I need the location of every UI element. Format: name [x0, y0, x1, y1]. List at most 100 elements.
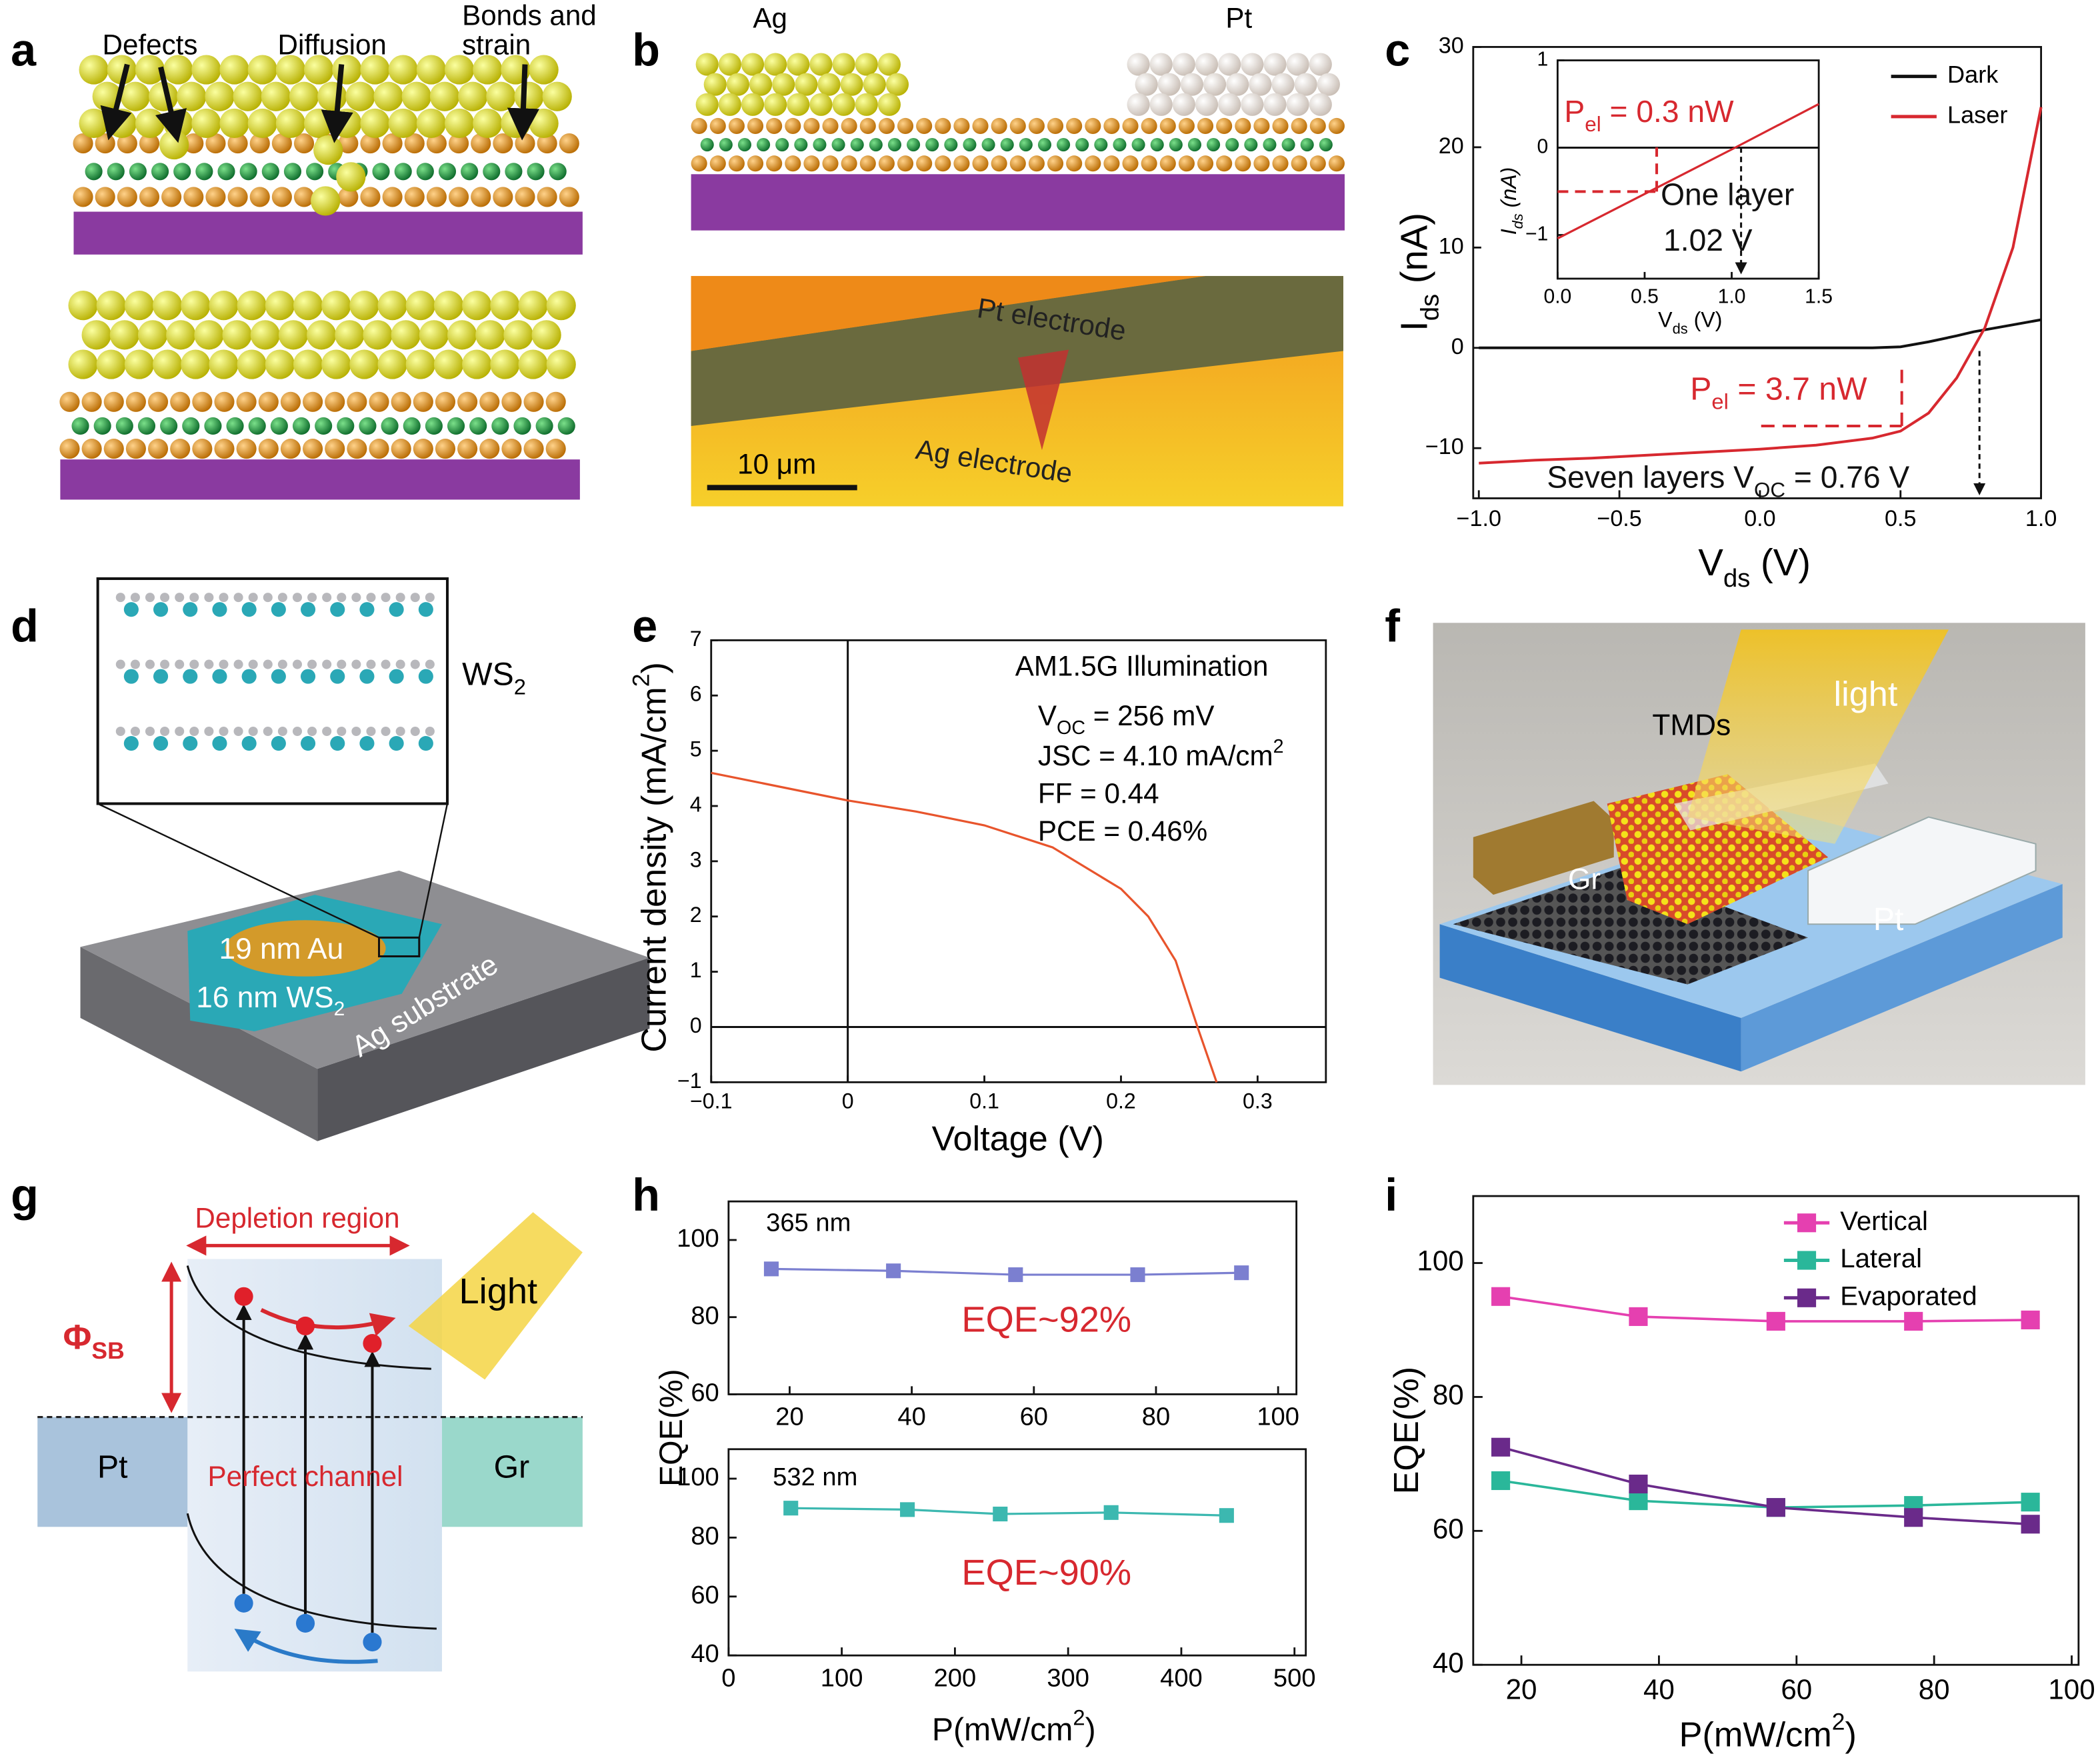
x-tick-label: 300: [1047, 1663, 1089, 1692]
text-part: 2: [628, 673, 655, 687]
atom: [709, 155, 726, 172]
atom: [293, 133, 315, 154]
atom: [1207, 138, 1221, 152]
atom: [304, 108, 334, 139]
data-point: [1219, 1508, 1234, 1523]
atom: [160, 659, 170, 669]
atom: [1216, 155, 1233, 172]
atom: [377, 291, 407, 321]
atom: [301, 669, 316, 684]
panel-label: i: [1385, 1170, 1397, 1221]
data-point: [1491, 1471, 1511, 1491]
x-tick-label: 0.2: [1106, 1089, 1136, 1113]
label: 10 μm: [737, 448, 816, 479]
text-part: ): [1845, 1715, 1857, 1754]
atom: [1047, 117, 1064, 135]
atom: [303, 439, 323, 459]
atom: [700, 138, 714, 152]
atom: [545, 391, 566, 412]
text-part: OC: [1057, 717, 1085, 738]
atom: [549, 163, 567, 181]
atom: [885, 73, 909, 96]
chart: −0.1 0 0.1 0.2 0.3 −1 0 1 2 3 4 5 6 7 Voltage (V) Curre…: [628, 627, 1327, 1159]
atom: [529, 108, 559, 139]
atom: [191, 108, 221, 139]
y-tick-label: −10: [1425, 434, 1464, 459]
atom: [277, 726, 287, 737]
atom: [306, 163, 324, 181]
data-line: [1479, 107, 2043, 465]
substrate: [691, 174, 1345, 231]
atom: [107, 55, 137, 85]
atom: [557, 417, 575, 435]
atom: [120, 81, 150, 111]
atom: [204, 593, 214, 603]
atom: [330, 736, 345, 751]
atom: [718, 53, 741, 76]
atom: [813, 138, 827, 152]
atom: [79, 55, 109, 85]
slab-side: [80, 947, 318, 1141]
atom: [433, 349, 464, 379]
atom: [212, 736, 227, 751]
label: Pt: [97, 1449, 128, 1485]
x-tick-label: 400: [1160, 1663, 1203, 1692]
atom: [523, 391, 544, 412]
atom: [330, 669, 345, 684]
atom: [226, 417, 244, 435]
atom: [381, 417, 399, 435]
atom: [261, 81, 291, 111]
annotation: Seven layers VOC = 0.76 V: [1547, 460, 1909, 502]
text-part: 2: [1073, 1705, 1085, 1730]
atom: [219, 55, 249, 85]
x-tick-label: 200: [934, 1663, 977, 1692]
text-part: = 3.7 nW: [1729, 371, 1867, 407]
x-tick-label: 1.0: [2025, 506, 2057, 531]
x-tick-label: 0.5: [1885, 506, 1916, 531]
x-axis-label: Voltage (V): [932, 1120, 1104, 1159]
text-part: OC: [1754, 478, 1785, 501]
device-region: [1017, 349, 1069, 451]
x-tick-label: 0.5: [1631, 286, 1659, 308]
atom: [241, 736, 257, 751]
atom: [1149, 93, 1173, 116]
atom: [1195, 93, 1219, 116]
atom: [389, 736, 404, 751]
atom: [304, 55, 334, 85]
atom: [963, 138, 977, 152]
atom: [369, 391, 389, 412]
atom: [1241, 53, 1264, 76]
atom: [878, 155, 895, 172]
annotation: JSC = 4.10 mA/cm2: [1038, 736, 1284, 772]
panel-label: e: [632, 601, 657, 651]
y-tick-label: 4: [690, 792, 702, 816]
substrate: [73, 211, 583, 255]
atom: [381, 726, 391, 737]
label: Perfect channel: [208, 1461, 403, 1492]
y-tick-label: 5: [690, 737, 702, 761]
atom: [204, 726, 214, 737]
atom: [177, 81, 207, 111]
y-tick-label: 60: [1433, 1513, 1464, 1544]
atom: [250, 320, 280, 350]
label: light: [1834, 675, 1898, 714]
atom: [1178, 155, 1195, 172]
atom: [513, 417, 531, 435]
x-tick-label: 0.3: [1243, 1089, 1273, 1113]
atom: [695, 93, 719, 116]
atom: [448, 133, 469, 154]
atom: [271, 187, 292, 207]
text-part: (V): [1688, 308, 1723, 332]
atom: [395, 593, 405, 603]
legend-label: Laser: [1947, 101, 2007, 128]
x-tick-label: 80: [1919, 1673, 1950, 1705]
atom: [325, 439, 345, 459]
atom: [359, 669, 375, 684]
atom: [139, 187, 160, 207]
atom: [444, 55, 475, 85]
atom: [803, 117, 820, 135]
atom: [92, 81, 122, 111]
annotation: VOC = 256 mV: [1038, 700, 1215, 738]
atom: [115, 417, 133, 435]
data-point: [1491, 1287, 1511, 1306]
